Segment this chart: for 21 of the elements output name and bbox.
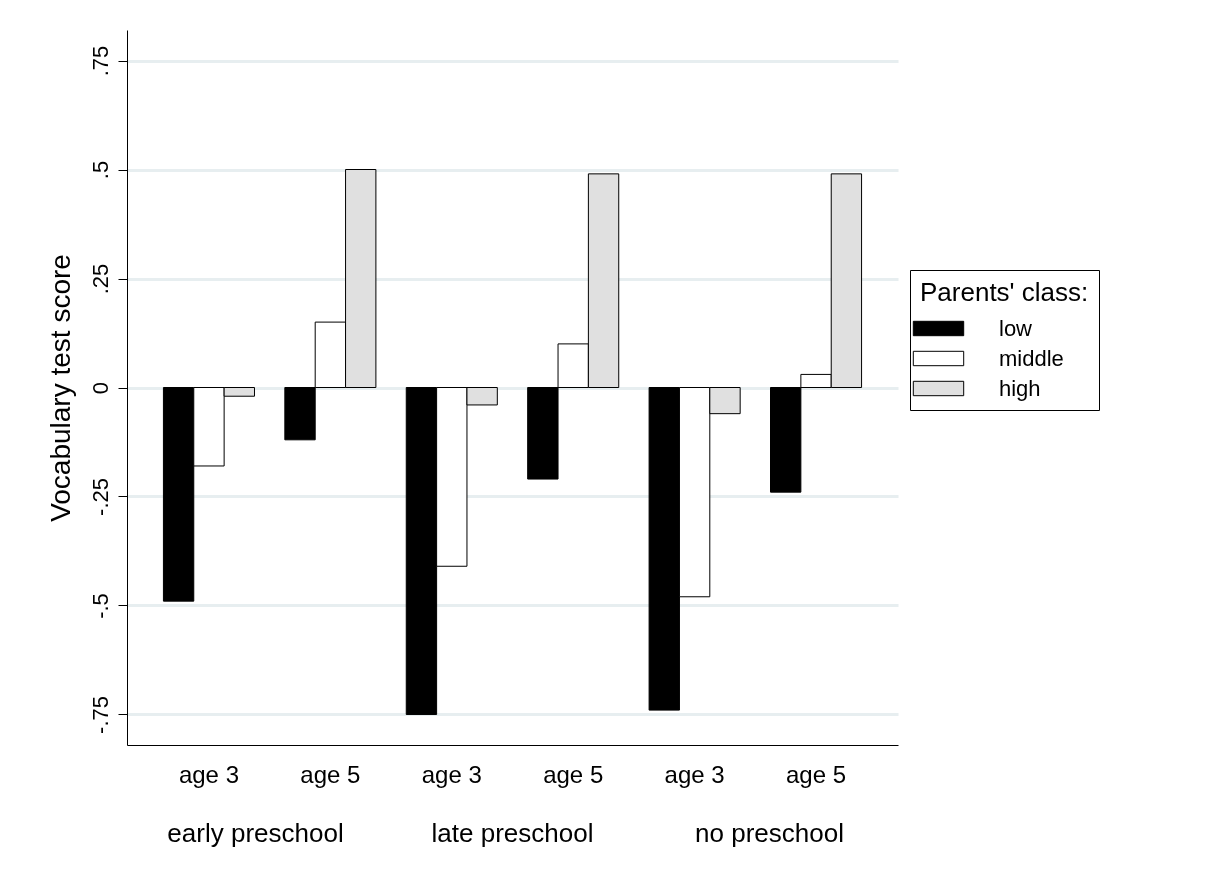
x-tick-label: age 3: [178, 760, 239, 788]
legend-label: middle: [999, 345, 1064, 371]
x-tick-label: age 5: [543, 760, 604, 788]
y-tick-label: -.25: [87, 478, 113, 516]
x-tick-label: age 3: [664, 760, 725, 788]
y-axis-title: Vocabulary test score: [44, 254, 76, 522]
x-tick-label: age 5: [300, 760, 361, 788]
x-tick-label: age 3: [421, 760, 482, 788]
legend-label: high: [999, 375, 1041, 401]
legend-title: Parents' class:: [920, 277, 1089, 307]
y-tick-label: .75: [87, 45, 113, 77]
y-tick-label: .25: [87, 263, 113, 295]
x-tick-label: age 5: [786, 760, 847, 788]
y-tick-label: .5: [87, 160, 113, 180]
y-tick-label: 0: [87, 381, 113, 395]
text: late preschool: [430, 818, 595, 849]
y-tick-label: -.75: [87, 696, 113, 734]
text: no preschool: [694, 818, 845, 849]
text: early preschool: [166, 818, 345, 849]
y-tick-label: -.5: [87, 593, 113, 619]
legend-label: low: [999, 315, 1033, 341]
